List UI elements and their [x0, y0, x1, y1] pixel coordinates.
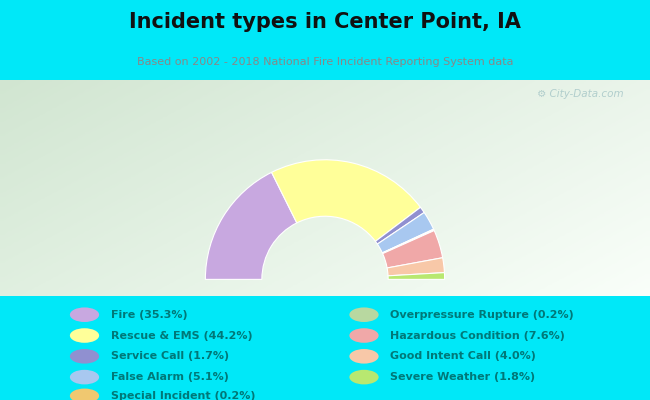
Text: Rescue & EMS (44.2%): Rescue & EMS (44.2%)	[111, 330, 252, 340]
Text: ⚙ City-Data.com: ⚙ City-Data.com	[538, 89, 624, 99]
Ellipse shape	[70, 349, 99, 364]
Text: False Alarm (5.1%): False Alarm (5.1%)	[111, 372, 228, 382]
Text: Good Intent Call (4.0%): Good Intent Call (4.0%)	[390, 351, 536, 361]
Text: Hazardous Condition (7.6%): Hazardous Condition (7.6%)	[390, 330, 565, 340]
Wedge shape	[388, 273, 445, 279]
Text: Incident types in Center Point, IA: Incident types in Center Point, IA	[129, 12, 521, 32]
Wedge shape	[387, 258, 445, 276]
Wedge shape	[376, 207, 424, 244]
Ellipse shape	[350, 328, 379, 343]
Text: Based on 2002 - 2018 National Fire Incident Reporting System data: Based on 2002 - 2018 National Fire Incid…	[136, 57, 514, 67]
Wedge shape	[272, 160, 421, 241]
Wedge shape	[382, 229, 434, 253]
Ellipse shape	[70, 308, 99, 322]
Wedge shape	[378, 212, 434, 253]
Ellipse shape	[70, 388, 99, 400]
Ellipse shape	[350, 308, 379, 322]
Ellipse shape	[70, 328, 99, 343]
Ellipse shape	[70, 370, 99, 384]
Text: Special Incident (0.2%): Special Incident (0.2%)	[111, 391, 255, 400]
Text: Service Call (1.7%): Service Call (1.7%)	[111, 351, 229, 361]
Wedge shape	[205, 172, 297, 279]
Text: Fire (35.3%): Fire (35.3%)	[111, 310, 187, 320]
Wedge shape	[383, 230, 443, 268]
Text: Overpressure Rupture (0.2%): Overpressure Rupture (0.2%)	[390, 310, 574, 320]
Ellipse shape	[350, 349, 379, 364]
Text: Severe Weather (1.8%): Severe Weather (1.8%)	[390, 372, 535, 382]
Ellipse shape	[350, 370, 379, 384]
Wedge shape	[382, 230, 434, 254]
